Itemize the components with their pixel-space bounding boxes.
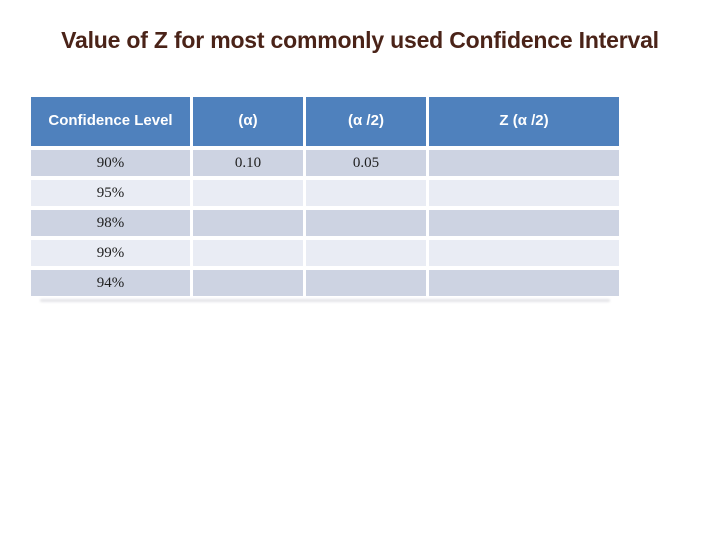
cell-alpha-half [306,180,426,206]
cell-z-value [429,180,619,206]
column-header-alpha-half: (α /2) [306,97,426,146]
cell-z-value [429,240,619,266]
cell-alpha [193,270,303,296]
cell-alpha [193,210,303,236]
cell-confidence-level: 90% [31,150,190,176]
cell-alpha-half [306,270,426,296]
cell-confidence-level: 98% [31,210,190,236]
cell-confidence-level: 94% [31,270,190,296]
cell-alpha: 0.10 [193,150,303,176]
slide-title: Value of Z for most commonly used Confid… [61,27,659,53]
column-header-confidence-level: Confidence Level [31,97,190,146]
cell-z-value [429,150,619,176]
column-header-z-alpha-half: Z (α /2) [429,97,619,146]
cell-alpha-half [306,210,426,236]
cell-confidence-level: 95% [31,180,190,206]
cell-confidence-level: 99% [31,240,190,266]
cell-alpha [193,180,303,206]
cell-z-value [429,210,619,236]
column-header-alpha: (α) [193,97,303,146]
cell-alpha-half: 0.05 [306,150,426,176]
table-shadow [40,299,610,302]
cell-alpha-half [306,240,426,266]
z-value-table: Confidence Level (α) (α /2) Z (α /2) 90%… [31,97,619,296]
cell-z-value [429,270,619,296]
cell-alpha [193,240,303,266]
